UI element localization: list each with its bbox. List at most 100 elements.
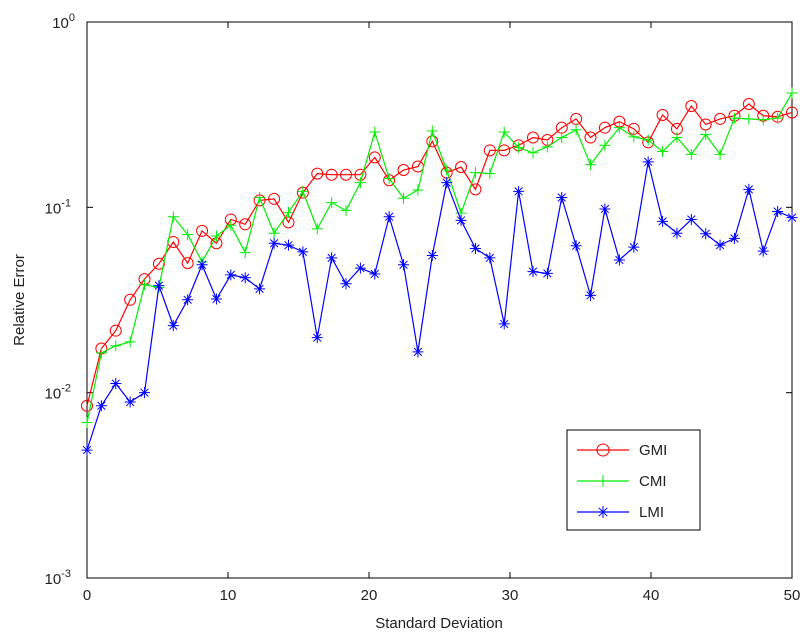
marker: [311, 332, 323, 344]
legend-label: CMI: [639, 473, 667, 490]
marker: [325, 168, 338, 181]
marker: [786, 87, 798, 99]
marker: [340, 278, 352, 290]
marker: [527, 266, 539, 278]
marker: [556, 132, 568, 144]
marker: [484, 252, 496, 264]
marker: [326, 197, 338, 209]
marker: [714, 148, 726, 160]
marker: [210, 293, 222, 305]
marker: [455, 214, 467, 226]
marker: [714, 112, 727, 125]
marker: [700, 228, 712, 240]
series: [81, 156, 798, 456]
marker: [527, 147, 539, 159]
marker: [642, 156, 654, 168]
marker: [556, 191, 568, 203]
marker: [124, 293, 137, 306]
marker: [368, 151, 381, 164]
marker: [139, 387, 151, 399]
legend-box: [566, 429, 701, 531]
legend-label: GMI: [639, 442, 667, 459]
marker: [599, 139, 611, 151]
marker: [196, 259, 208, 271]
marker: [340, 168, 353, 181]
legend-marker: [597, 506, 609, 518]
x-tick-label: 50: [784, 587, 801, 604]
marker: [728, 232, 740, 244]
marker: [254, 191, 266, 203]
marker: [167, 320, 179, 332]
marker: [526, 131, 539, 144]
marker: [311, 167, 324, 180]
marker: [613, 122, 625, 134]
marker: [786, 106, 798, 119]
marker: [757, 114, 769, 126]
y-tick-label: 100: [52, 12, 75, 32]
marker: [728, 112, 740, 124]
marker: [570, 124, 582, 136]
marker: [685, 100, 698, 113]
marker: [182, 228, 194, 240]
marker: [297, 185, 309, 197]
marker: [469, 167, 481, 179]
legend-marker: [596, 443, 610, 457]
marker: [110, 340, 122, 352]
marker: [81, 417, 93, 429]
series: [81, 87, 798, 429]
x-tick-label: 30: [502, 587, 519, 604]
legend-label: LMI: [639, 504, 664, 521]
marker: [772, 205, 784, 217]
marker: [628, 131, 640, 143]
marker: [268, 192, 281, 205]
y-axis-label: Relative Error: [11, 254, 28, 346]
marker: [469, 242, 481, 254]
marker: [498, 144, 511, 157]
marker: [628, 241, 640, 253]
marker: [455, 161, 468, 174]
marker: [743, 113, 755, 125]
marker: [282, 239, 294, 251]
marker: [743, 183, 755, 195]
marker: [110, 378, 122, 390]
x-axis-label: Standard Deviation: [375, 615, 503, 632]
marker: [484, 168, 496, 180]
marker: [139, 279, 151, 291]
marker: [397, 164, 410, 177]
legend-marker: [597, 475, 609, 487]
marker: [570, 240, 582, 252]
marker: [714, 239, 726, 251]
marker: [81, 444, 93, 456]
marker: [254, 283, 266, 295]
x-tick-label: 40: [643, 587, 660, 604]
marker: [383, 173, 395, 185]
marker: [124, 336, 136, 348]
marker: [369, 268, 381, 280]
marker: [786, 212, 798, 224]
marker: [239, 218, 252, 231]
marker: [398, 192, 410, 204]
marker: [95, 347, 107, 359]
marker: [81, 399, 93, 412]
marker: [700, 129, 712, 141]
marker: [671, 227, 683, 239]
x-tick-label: 10: [220, 587, 237, 604]
marker: [95, 400, 107, 412]
marker: [441, 164, 453, 176]
marker: [513, 185, 525, 197]
marker: [498, 318, 510, 330]
marker: [483, 144, 496, 157]
marker: [685, 148, 697, 160]
marker: [656, 108, 669, 121]
marker: [513, 142, 525, 154]
line: [86, 103, 793, 406]
marker: [268, 227, 280, 239]
marker: [354, 177, 366, 189]
marker: [340, 205, 352, 217]
marker: [282, 206, 294, 218]
series: [81, 98, 798, 412]
marker: [742, 98, 755, 111]
marker: [671, 132, 683, 144]
marker: [326, 252, 338, 264]
marker: [613, 254, 625, 266]
